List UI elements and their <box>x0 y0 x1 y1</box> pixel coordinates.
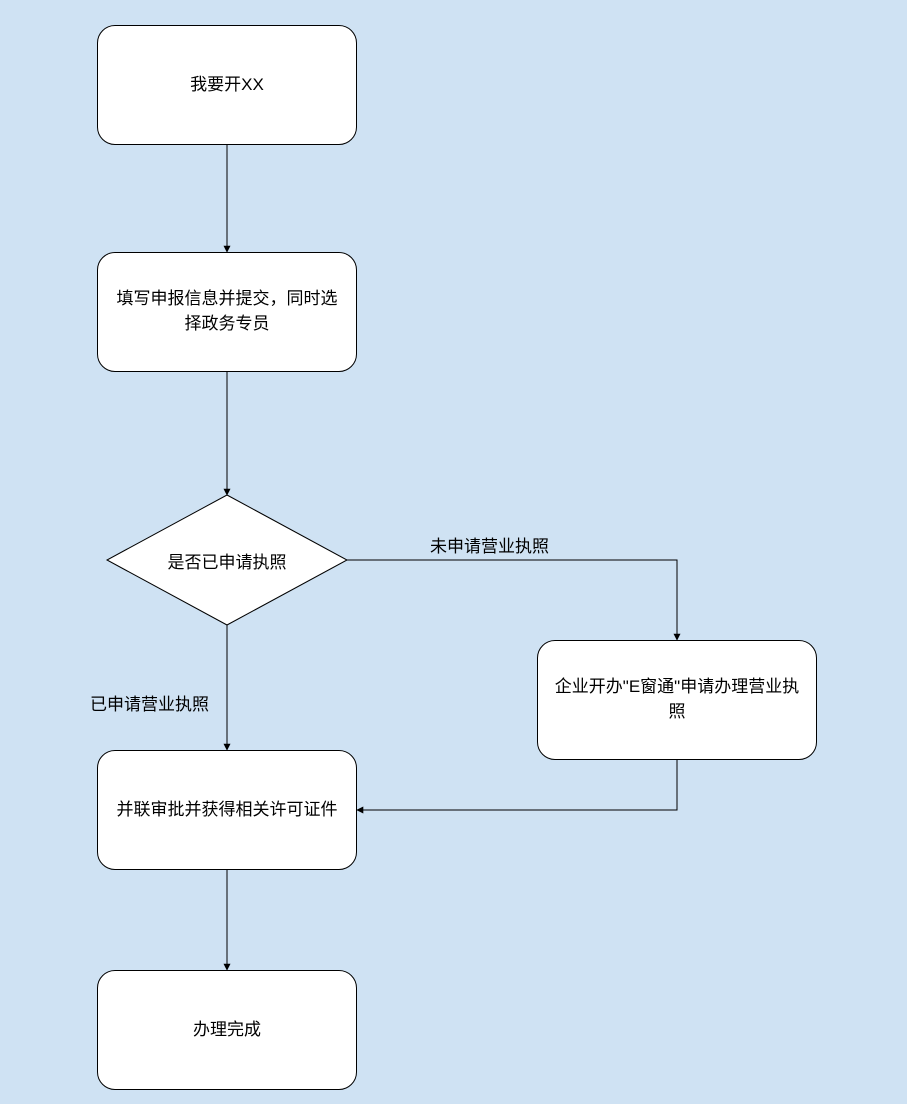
node-label: 企业开办"E窗通"申请办理营业执照 <box>550 675 804 724</box>
edge <box>347 560 677 640</box>
node-label: 是否已申请执照 <box>168 548 287 573</box>
flowchart-canvas: 我要开XX 填写申报信息并提交，同时选择政务专员 是否已申请执照 并联审批并获得… <box>0 0 907 1104</box>
node-approval: 并联审批并获得相关许可证件 <box>97 750 357 870</box>
node-fill-info: 填写申报信息并提交，同时选择政务专员 <box>97 252 357 372</box>
node-echuang: 企业开办"E窗通"申请办理营业执照 <box>537 640 817 760</box>
edge-label-applied: 已申请营业执照 <box>90 690 209 715</box>
node-label: 并联审批并获得相关许可证件 <box>117 798 338 823</box>
node-decision: 是否已申请执照 <box>107 495 347 625</box>
edge <box>357 760 677 810</box>
node-complete: 办理完成 <box>97 970 357 1090</box>
node-label: 我要开XX <box>190 73 264 98</box>
node-label: 填写申报信息并提交，同时选择政务专员 <box>110 287 344 336</box>
node-label: 办理完成 <box>193 1018 261 1043</box>
node-start: 我要开XX <box>97 25 357 145</box>
edge-label-not-applied: 未申请营业执照 <box>430 532 549 557</box>
